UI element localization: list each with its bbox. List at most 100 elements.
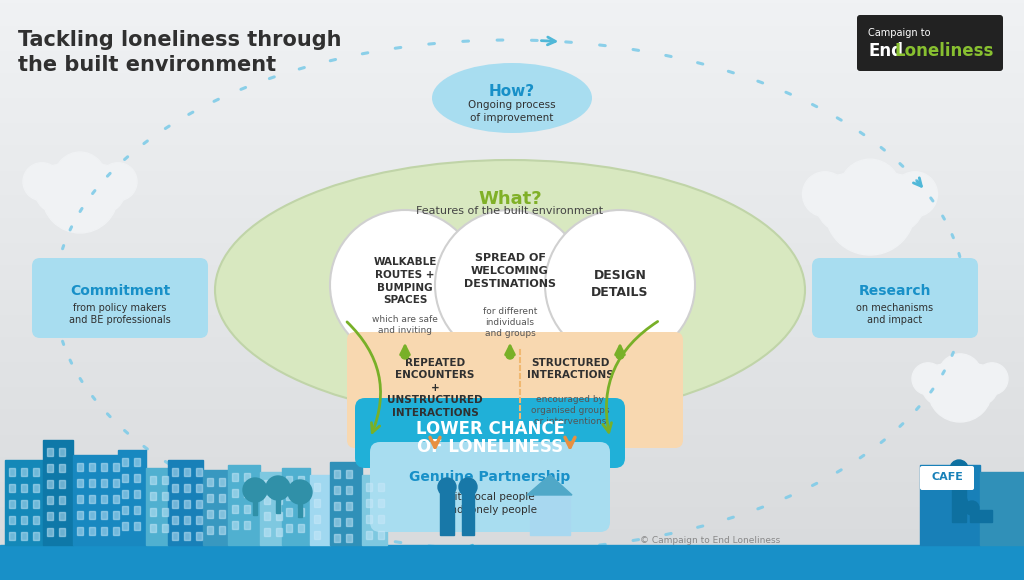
Text: How?: How?	[488, 84, 536, 99]
Bar	[500, 242, 520, 274]
Bar	[47, 464, 53, 472]
Bar	[22, 484, 27, 492]
Circle shape	[912, 363, 944, 395]
Bar	[9, 484, 15, 492]
Bar	[5, 460, 43, 545]
Bar	[47, 448, 53, 456]
Bar	[47, 528, 53, 536]
Text: Genuine Partnership: Genuine Partnership	[410, 470, 570, 484]
Circle shape	[459, 478, 477, 496]
Circle shape	[616, 351, 624, 359]
Text: Research: Research	[859, 284, 931, 298]
Bar	[9, 516, 15, 524]
Bar	[346, 486, 352, 494]
Bar	[346, 502, 352, 510]
Bar	[298, 492, 304, 500]
Bar	[122, 522, 128, 530]
Circle shape	[288, 480, 312, 504]
Bar	[172, 532, 178, 540]
Circle shape	[825, 165, 915, 255]
Bar	[450, 250, 466, 272]
Bar	[168, 460, 203, 545]
Bar	[101, 479, 106, 487]
Text: End: End	[868, 42, 903, 60]
Bar	[47, 480, 53, 488]
Bar	[184, 532, 190, 540]
FancyArrowPatch shape	[603, 321, 657, 432]
Bar	[9, 500, 15, 508]
Bar	[33, 500, 39, 508]
Circle shape	[976, 363, 1008, 395]
Text: DESIGN
DETAILS: DESIGN DETAILS	[591, 269, 649, 299]
Bar	[634, 244, 652, 272]
Bar	[286, 476, 292, 484]
Bar	[89, 527, 95, 535]
Bar	[378, 531, 384, 539]
Bar	[196, 484, 202, 492]
Bar	[298, 492, 302, 517]
Text: WALKABLE
ROUTES +
BUMPING
SPACES: WALKABLE ROUTES + BUMPING SPACES	[374, 257, 436, 306]
Text: © Campaign to End Loneliness: © Campaign to End Loneliness	[640, 536, 780, 545]
Bar	[122, 490, 128, 498]
Bar	[366, 531, 372, 539]
Bar	[244, 489, 250, 497]
Bar	[150, 508, 156, 516]
Bar	[253, 490, 257, 515]
Bar	[207, 478, 213, 486]
Bar	[282, 468, 310, 545]
Bar	[47, 512, 53, 520]
Circle shape	[76, 165, 126, 214]
Bar	[89, 463, 95, 471]
Bar	[89, 511, 95, 519]
Bar	[89, 495, 95, 503]
Bar	[334, 502, 340, 510]
Bar	[118, 450, 146, 545]
Bar	[207, 526, 213, 534]
Bar	[264, 528, 270, 536]
Circle shape	[23, 163, 61, 201]
Bar	[0, 545, 1024, 580]
Bar	[184, 500, 190, 508]
Bar	[588, 252, 602, 270]
Bar	[314, 499, 319, 507]
Bar	[264, 496, 270, 504]
Ellipse shape	[215, 160, 805, 420]
Bar	[162, 508, 168, 516]
Text: Commitment: Commitment	[70, 284, 170, 298]
Bar	[77, 479, 83, 487]
Circle shape	[840, 159, 900, 220]
Bar	[77, 527, 83, 535]
Circle shape	[266, 476, 290, 500]
Bar	[9, 468, 15, 476]
Bar	[77, 463, 83, 471]
Text: REPEATED
ENCOUNTERS
+
UNSTRUCTURED
INTERACTIONS: REPEATED ENCOUNTERS + UNSTRUCTURED INTER…	[387, 358, 482, 418]
Circle shape	[865, 174, 924, 233]
Bar	[101, 511, 106, 519]
Bar	[162, 524, 168, 532]
Bar	[150, 492, 156, 500]
Bar	[334, 486, 340, 494]
Bar	[134, 474, 140, 482]
Bar	[276, 528, 282, 536]
Text: What?: What?	[478, 190, 542, 208]
Bar	[276, 480, 282, 488]
Circle shape	[545, 210, 695, 360]
Text: OF LONELINESS: OF LONELINESS	[417, 438, 563, 456]
Bar	[286, 492, 292, 500]
Bar	[22, 468, 27, 476]
Bar	[534, 244, 556, 274]
Circle shape	[330, 210, 480, 360]
Bar	[334, 470, 340, 478]
Bar	[113, 463, 119, 471]
FancyBboxPatch shape	[370, 442, 610, 532]
Bar	[244, 505, 250, 513]
Bar	[196, 532, 202, 540]
Bar	[22, 500, 27, 508]
Bar	[77, 495, 83, 503]
Bar	[219, 526, 225, 534]
Text: CAFE: CAFE	[931, 472, 963, 482]
Circle shape	[922, 364, 964, 406]
Text: SPREAD OF
WELCOMING
DESTINATIONS: SPREAD OF WELCOMING DESTINATIONS	[464, 253, 556, 289]
Text: STRUCTURED
INTERACTIONS: STRUCTURED INTERACTIONS	[526, 358, 613, 380]
Bar	[172, 484, 178, 492]
